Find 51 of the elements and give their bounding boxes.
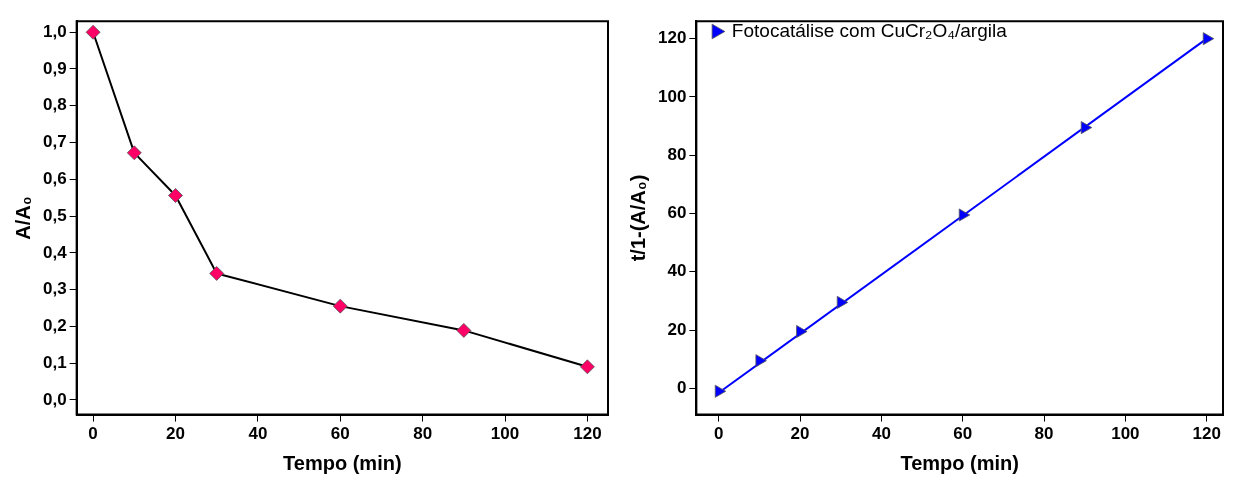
x-tick-label: 20 <box>790 424 810 444</box>
x-tick-label: 40 <box>871 424 891 444</box>
y-axis-title: t/1-(A/A₀) <box>626 174 649 262</box>
x-tick-label: 60 <box>953 424 973 444</box>
y-tick-label: 0,5 <box>42 205 67 225</box>
x-tick-label: 80 <box>1034 424 1054 444</box>
y-tick-label: 1,0 <box>42 21 67 41</box>
y-tick-label: 100 <box>657 86 687 106</box>
x-tick-label: 0 <box>88 424 98 444</box>
point <box>1080 121 1093 135</box>
y-tick-label: 0,3 <box>42 279 67 299</box>
point <box>126 145 142 161</box>
legend-label: Fotocatálise com CuCr₂O₄/argila <box>731 19 1008 41</box>
point <box>1202 32 1215 46</box>
x-tick-label: 60 <box>330 424 350 444</box>
y-tick-label: 40 <box>667 261 687 281</box>
x-tick-label: 100 <box>1111 424 1140 444</box>
y-tick-label: 0,2 <box>42 316 67 336</box>
x-tick-label: 100 <box>490 424 520 444</box>
point <box>456 323 472 338</box>
point <box>958 208 971 222</box>
x-tick-label: 40 <box>248 424 268 444</box>
x-axis-title: Tempo (min) <box>283 451 402 474</box>
y-tick-label: 0,1 <box>42 352 67 372</box>
y-tick-label: 0 <box>676 378 687 398</box>
y-tick-label: 0,0 <box>42 389 67 409</box>
y-axis-title: A/A₀ <box>11 196 34 240</box>
point <box>580 359 595 375</box>
x-tick-label: 120 <box>573 424 602 444</box>
point <box>836 295 849 309</box>
y-tick-label: 0,8 <box>42 95 67 115</box>
y-tick-label: 0,4 <box>42 242 68 262</box>
point <box>168 188 183 203</box>
point <box>714 384 727 398</box>
x-tick-label: 120 <box>1192 424 1221 444</box>
point <box>85 24 101 40</box>
x-tick-label: 0 <box>714 424 724 444</box>
point <box>755 354 767 368</box>
y-tick-label: 20 <box>667 319 687 339</box>
x-tick-label: 20 <box>166 424 185 444</box>
point <box>796 325 808 339</box>
y-tick-label: 60 <box>667 203 687 223</box>
x-tick-label: 80 <box>413 424 433 444</box>
y-tick-label: 80 <box>667 144 687 164</box>
x-axis-title: Tempo (min) <box>900 451 1019 474</box>
y-tick-label: 0,9 <box>42 58 67 78</box>
y-tick-label: 0,6 <box>42 168 67 188</box>
point <box>209 266 225 281</box>
y-tick-label: 0,7 <box>42 132 67 152</box>
y-tick-label: 120 <box>657 28 687 48</box>
point <box>332 298 348 314</box>
